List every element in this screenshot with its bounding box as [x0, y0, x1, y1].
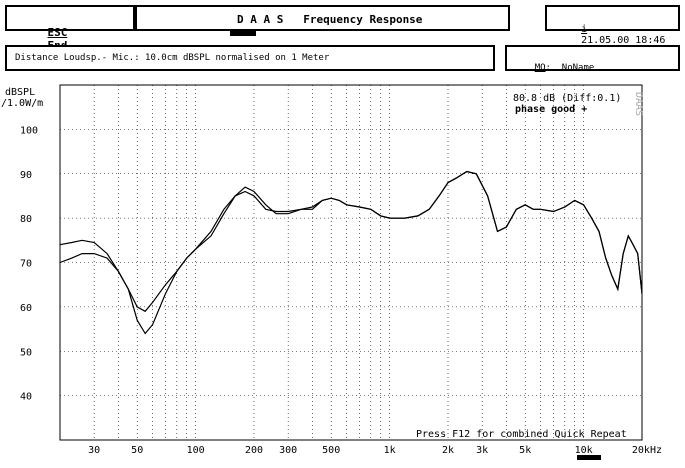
phase-status: phase good +: [515, 104, 587, 115]
info-key-label: i: [581, 24, 588, 35]
series-line-2: [59, 170, 643, 313]
level-readout: 80.8 dB (Diff:0.1): [513, 93, 621, 104]
y-axis-label-line1: dBSPL: [5, 87, 35, 98]
x-tick-label: 300: [279, 445, 297, 456]
quick-repeat-hint: Press F12 for combined Quick Repeat: [416, 429, 627, 440]
x-tick-label: 20kHz: [632, 445, 662, 456]
title-marker: [230, 31, 256, 36]
y-tick-labels: 40 50 60 70 80 90 100: [20, 125, 38, 402]
y-axis-label-line2: /1.0W/m: [1, 98, 43, 109]
x-tick-label: 500: [322, 445, 340, 456]
plot-frame: [59, 84, 643, 441]
info-button[interactable]: i 21.05.00 18:46: [545, 5, 680, 46]
mo-field[interactable]: MO: NoName: [505, 45, 680, 73]
series-lines: [59, 170, 643, 335]
datetime-text: 21.05.00 18:46: [581, 35, 666, 46]
chart-grid: [60, 85, 642, 440]
x-tick-label: 100: [187, 445, 205, 456]
y-tick-label: 90: [20, 170, 32, 181]
x-tick-label: 10k: [575, 445, 593, 456]
y-tick-label: 60: [20, 303, 32, 314]
y-tick-label: 50: [20, 347, 32, 358]
x-tick-labels: 30 50 100 200 300 500 1k 2k 3k 5k 10k 20kHz: [88, 445, 662, 456]
esc-end-button[interactable]: ESC End: [5, 5, 135, 52]
x-tick-label: 200: [245, 445, 263, 456]
esc-key-label: ESC: [47, 26, 68, 39]
description-bar: Distance Loudsp.- Mic.: 10.0cm dBSPL nor…: [5, 45, 495, 71]
x-tick-label: 1k: [384, 445, 396, 456]
range-marker: [577, 455, 601, 460]
page-title: D A A S Frequency Response: [237, 13, 423, 26]
y-tick-label: 70: [20, 259, 32, 270]
title-bar: D A A S Frequency Response: [135, 5, 510, 31]
y-tick-label: 100: [20, 125, 38, 136]
x-tick-label: 50: [131, 445, 143, 456]
mo-colon: :: [545, 63, 562, 73]
x-tick-label: 5k: [519, 445, 531, 456]
x-tick-label: 30: [88, 445, 100, 456]
y-tick-label: 80: [20, 214, 32, 225]
mo-key-label: MO: [534, 63, 546, 73]
measurement-description: Distance Loudsp.- Mic.: 10.0cm dBSPL nor…: [15, 53, 330, 63]
daas-watermark: DAAS: [633, 92, 644, 116]
x-tick-label: 3k: [476, 445, 488, 456]
y-tick-label: 40: [20, 392, 32, 403]
mo-value: NoName: [561, 63, 595, 73]
x-tick-label: 2k: [442, 445, 454, 456]
